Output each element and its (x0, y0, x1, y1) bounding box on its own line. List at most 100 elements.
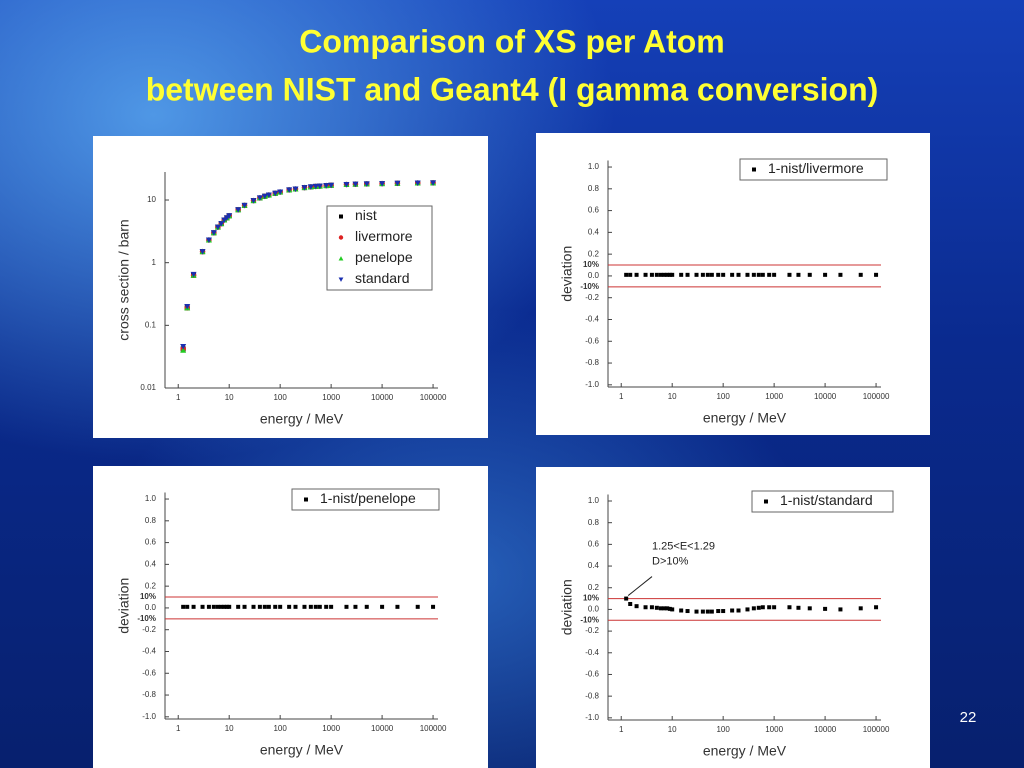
data-point (628, 272, 633, 277)
data-point (301, 185, 308, 191)
data-point (395, 604, 400, 609)
data-point (266, 604, 271, 609)
data-point (643, 272, 648, 277)
x-tick-label: 10 (668, 392, 677, 401)
y-tick-label: -0.4 (585, 648, 599, 657)
data-point (628, 601, 633, 606)
data-point (745, 272, 750, 277)
data-point (700, 609, 705, 614)
y-axis-title: deviation (559, 579, 575, 635)
data-point (709, 609, 714, 614)
data-point (679, 608, 684, 613)
data-point (206, 604, 211, 609)
y-tick-label: 0.01 (140, 383, 156, 392)
data-point (379, 181, 386, 187)
data-point (665, 272, 670, 277)
data-point (286, 187, 293, 193)
data-point (823, 606, 828, 611)
data-point (716, 272, 721, 277)
data-point (343, 181, 350, 188)
x-tick-label: 100000 (420, 393, 447, 402)
data-point (858, 606, 863, 611)
data-point (394, 180, 401, 187)
data-point (324, 604, 329, 609)
x-tick-label: 100000 (863, 392, 890, 401)
y-tick-label: -1.0 (585, 713, 599, 722)
legend-marker (304, 497, 308, 502)
data-point (414, 180, 421, 186)
x-tick-label: 100 (273, 393, 287, 402)
slide-title: between NIST and Geant4 (I gamma convers… (146, 71, 879, 107)
data-point (796, 272, 801, 277)
data-point (430, 180, 437, 186)
data-point (705, 609, 710, 614)
data-point (363, 181, 370, 187)
y-tick-label: 0.4 (588, 227, 600, 236)
data-point (313, 604, 318, 609)
data-point (709, 272, 714, 277)
data-point (180, 343, 187, 350)
data-point (272, 190, 279, 197)
data-point (654, 605, 659, 610)
y-tick-label: 0.2 (588, 249, 600, 258)
data-point (222, 604, 227, 609)
data-point (685, 272, 690, 277)
data-point (658, 272, 663, 277)
data-point (323, 183, 330, 189)
data-point (705, 272, 710, 277)
y-tick-label: 0.6 (588, 206, 600, 215)
x-tick-label: 1 (176, 724, 181, 733)
legend-label: nist (355, 207, 377, 223)
data-point (278, 604, 283, 609)
data-point (180, 347, 187, 353)
data-point (184, 303, 191, 310)
data-point (352, 181, 359, 188)
data-point (431, 604, 436, 609)
y-axis-title: cross section / barn (116, 219, 132, 340)
y-tick-label: 0.4 (588, 561, 600, 570)
data-point (736, 608, 741, 613)
data-point (292, 186, 299, 192)
x-tick-label: 10 (225, 393, 234, 402)
data-point (199, 249, 206, 255)
data-point (838, 272, 843, 277)
data-point (649, 605, 654, 610)
x-axis-title: energy / MeV (703, 410, 787, 426)
legend-marker (338, 277, 344, 282)
data-point (716, 609, 721, 614)
data-point (261, 193, 268, 200)
data-point (242, 604, 247, 609)
chart-panel: 1 10 100 1000 10000 100000 -1.0 -0.8 -0.6 -0.4 -0.… (536, 133, 930, 435)
data-point (221, 217, 228, 223)
data-point (730, 608, 735, 613)
x-tick-label: 1000 (765, 392, 783, 401)
data-point (751, 272, 756, 277)
y-tick-label: 1.0 (588, 162, 600, 171)
data-point (328, 182, 335, 189)
data-point (185, 604, 190, 609)
data-point (662, 272, 667, 277)
y-axis-title: deviation (116, 578, 132, 634)
x-tick-label: 100000 (863, 725, 890, 734)
x-tick-label: 1 (619, 392, 624, 401)
data-point (257, 604, 262, 609)
y-tick-label: 0.4 (145, 559, 157, 568)
legend-marker (752, 167, 756, 172)
data-point (807, 272, 812, 277)
legend-box (739, 158, 888, 181)
data-point (200, 604, 205, 609)
data-point (308, 604, 313, 609)
data-point (250, 198, 257, 204)
reference-label: 10% (583, 594, 599, 603)
reference-label: -10% (580, 282, 599, 291)
data-point (624, 272, 629, 277)
reference-label: -10% (580, 615, 599, 624)
data-point (787, 272, 792, 277)
data-point (838, 607, 843, 612)
legend-marker (338, 235, 344, 240)
data-point (227, 604, 232, 609)
x-tick-label: 1 (176, 393, 181, 402)
data-point (329, 604, 334, 609)
data-point (287, 604, 292, 609)
data-point (624, 596, 629, 601)
